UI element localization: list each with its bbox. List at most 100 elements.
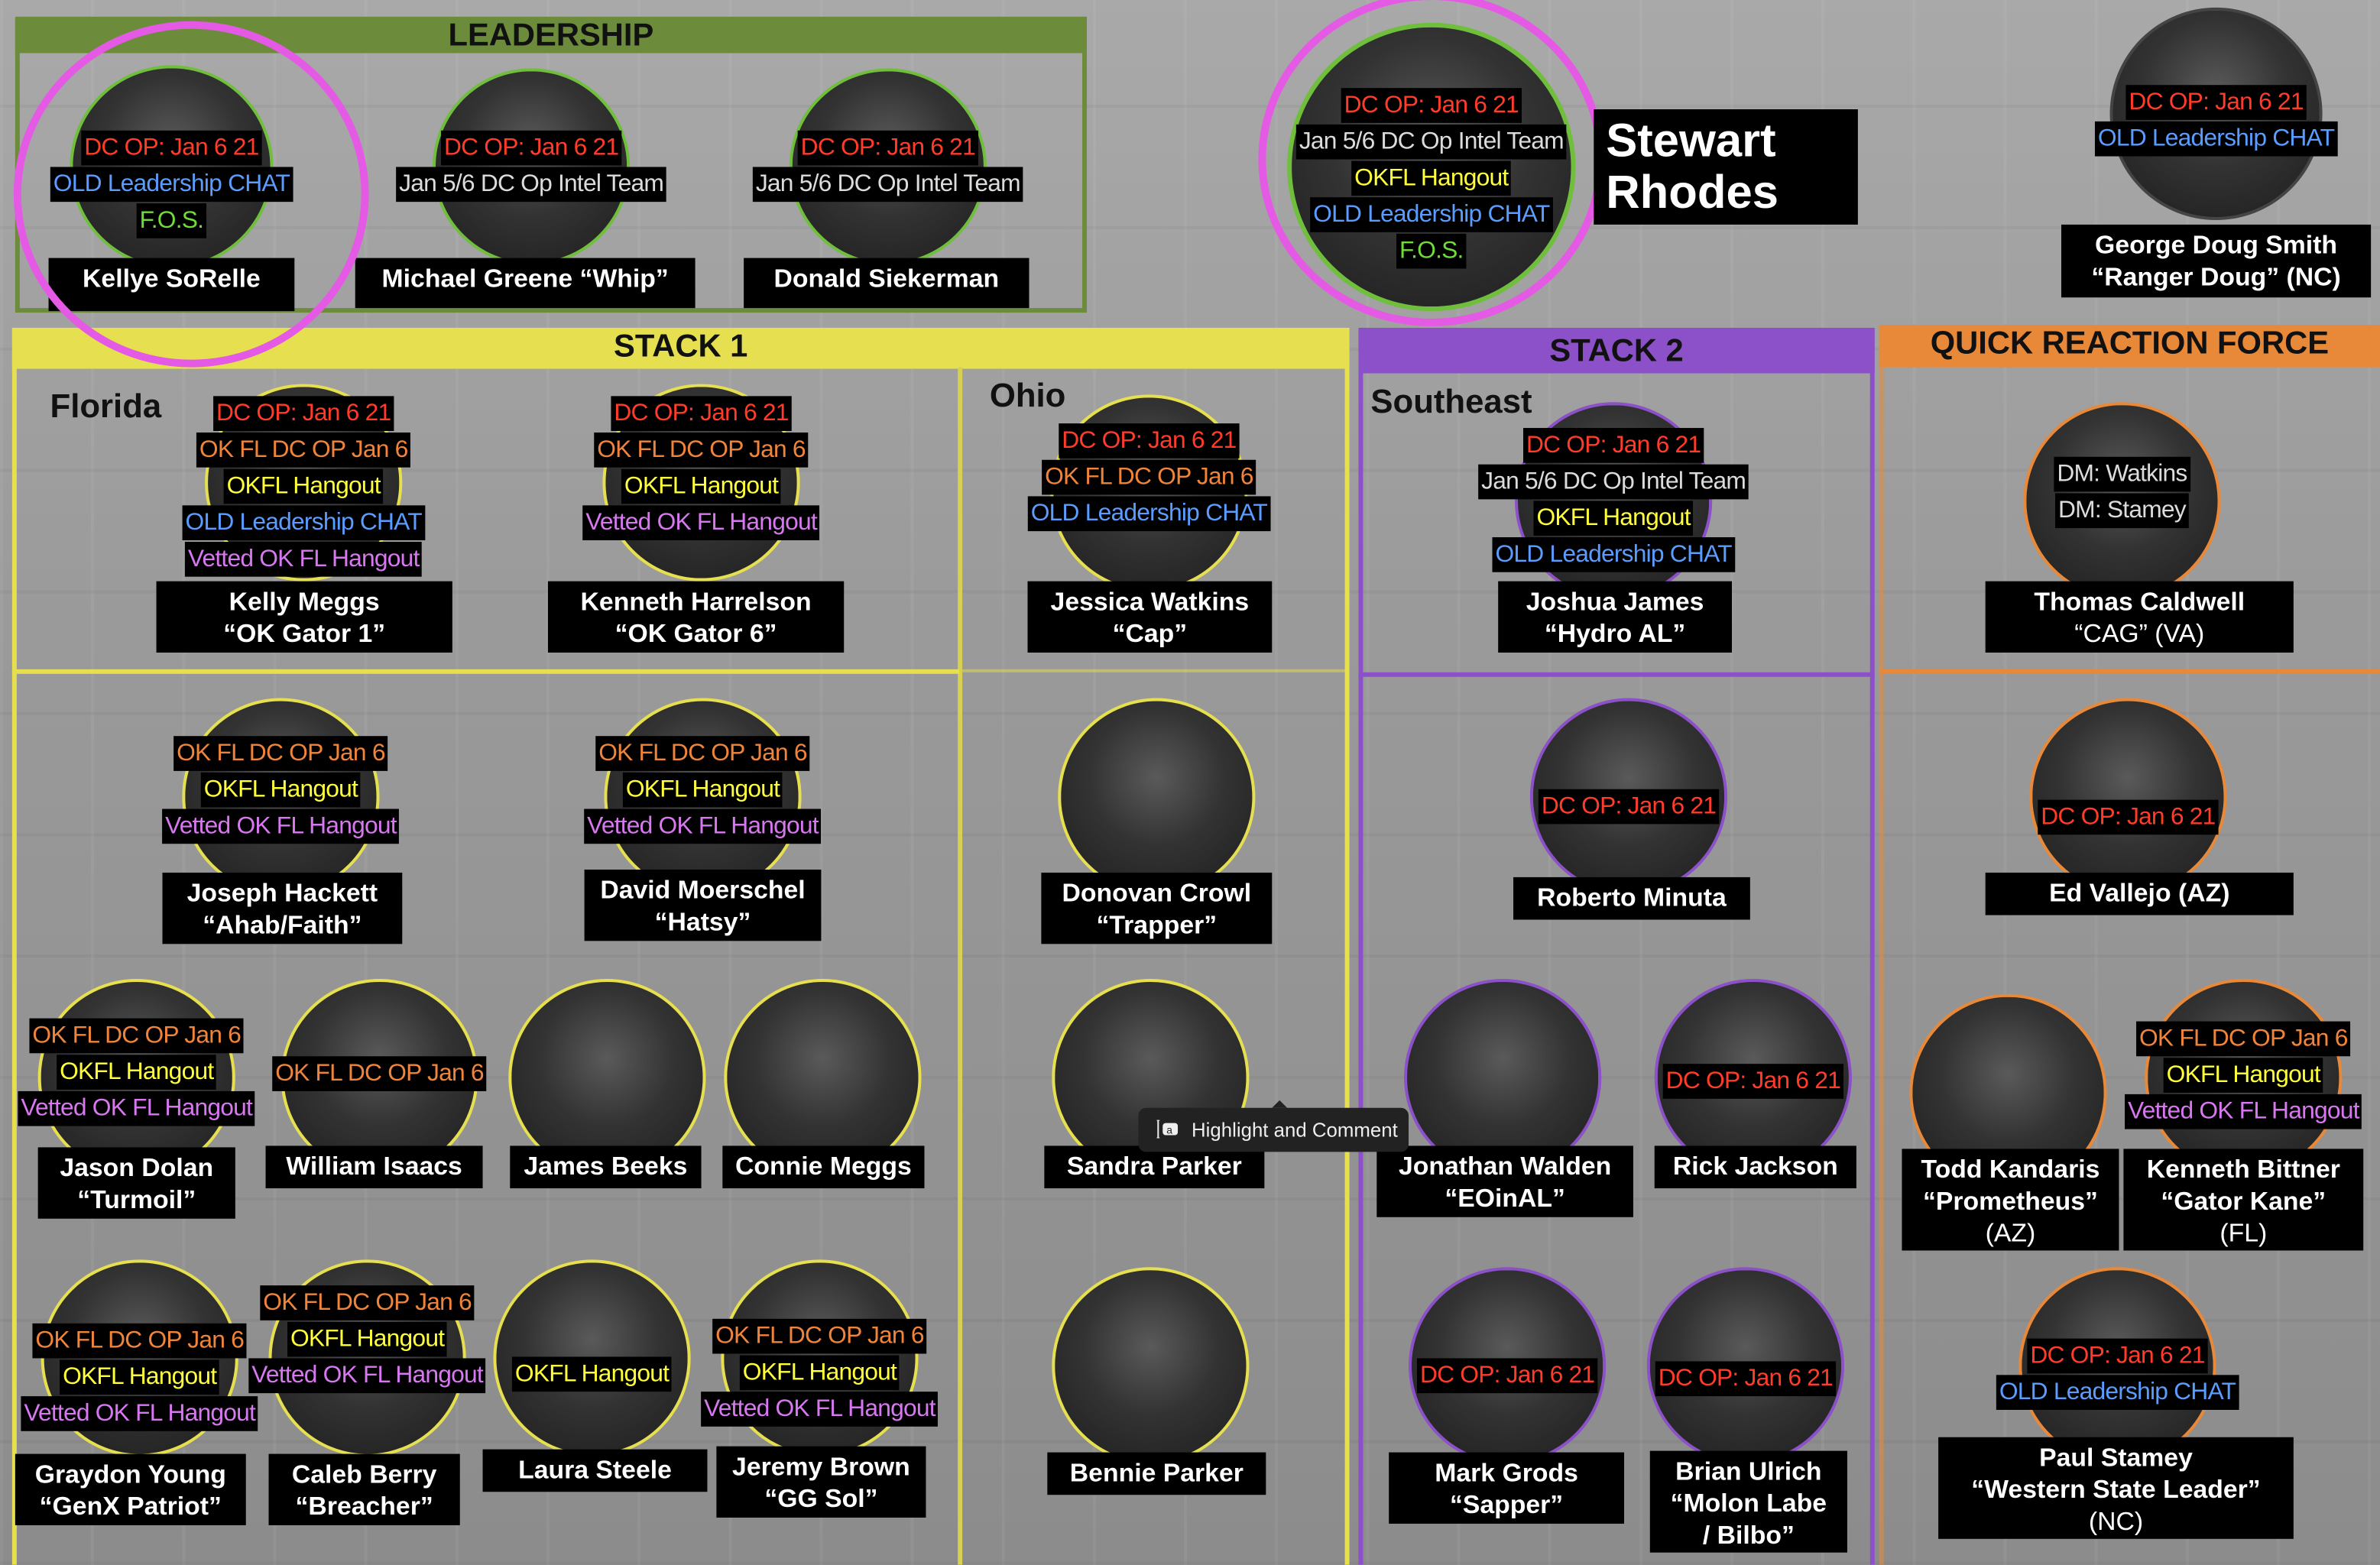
name-caleb-berry: Caleb Berry “Breacher” <box>268 1453 460 1525</box>
tooltip-label: Highlight and Comment <box>1192 1118 1398 1142</box>
name-donald-siekerman: Donald Siekerman <box>744 258 1029 309</box>
name-line: Joshua James <box>1526 587 1704 617</box>
name-line: Mark Grods <box>1435 1458 1578 1488</box>
name-line: “Cap” <box>1112 619 1188 649</box>
name-thomas-caldwell: Thomas Caldwell “CAG” (VA) <box>1985 581 2294 653</box>
stack2-header: STACK 2 <box>1358 327 1875 374</box>
membership-tag: OKFL Hangout <box>622 772 783 808</box>
membership-tag: OK FL DC OP Jan 6 <box>712 1318 927 1354</box>
name-jeremy-brown: Jeremy Brown “GG Sol” <box>716 1446 926 1518</box>
membership-tag: OKFL Hangout <box>223 468 384 504</box>
name-line: Donald Siekerman <box>773 264 1000 293</box>
region-ohio: Ohio <box>989 376 1066 415</box>
membership-tag: Vetted OK FL Hangout <box>18 1090 256 1126</box>
membership-tag: Vetted OK FL Hangout <box>248 1358 486 1394</box>
name-brian-ulrich: Brian Ulrich “Molon Labe / Bilbo” <box>1649 1450 1847 1553</box>
name-line: “GenX Patriot” <box>39 1492 222 1521</box>
region-florida: Florida <box>50 387 162 426</box>
membership-tag: OLD Leadership CHAT <box>2094 121 2338 157</box>
name-george-doug-smith: George Doug Smith “Ranger Doug” (NC) <box>2061 224 2372 298</box>
name-line: Sandra Parker <box>1066 1152 1242 1181</box>
name-paul-stamey: Paul Stamey “Western State Leader” (NC) <box>1938 1437 2294 1539</box>
highlight-and-comment-tooltip[interactable]: a Highlight and Comment <box>1138 1100 1409 1152</box>
name-line: David Moerschel <box>600 875 806 905</box>
name-line: Thomas Caldwell <box>2034 587 2245 617</box>
portrait-connie-meggs <box>724 978 922 1177</box>
name-michael-greene-whip: Michael Greene “Whip” <box>355 258 696 309</box>
membership-tag: Jan 5/6 DC Op Intel Team <box>1295 124 1567 160</box>
name-line: Rhodes <box>1606 165 1779 219</box>
region-southeast: Southeast <box>1370 382 1532 421</box>
membership-tag: DC OP: Jan 6 21 <box>2038 799 2219 835</box>
membership-tag: OK FL DC OP Jan 6 <box>594 433 809 468</box>
name-line: George Doug Smith <box>2095 230 2338 260</box>
membership-tag: F.O.S. <box>1396 233 1467 269</box>
name-line: “Hatsy” <box>654 907 751 937</box>
stack1-divider <box>958 367 963 1565</box>
name-line: Ed Vallejo (AZ) <box>2049 878 2230 908</box>
name-line: / Bilbo” <box>1702 1520 1795 1550</box>
name-line: “Ranger Doug” (NC) <box>2091 262 2341 292</box>
membership-tag: DC OP: Jan 6 21 <box>1059 423 1240 458</box>
membership-tag: OK FL DC OP Jan 6 <box>196 433 411 468</box>
membership-tag: DC OP: Jan 6 21 <box>440 130 622 166</box>
name-line: “OK Gator 1” <box>223 619 386 649</box>
name-bennie-parker: Bennie Parker <box>1047 1452 1266 1495</box>
name-sandra-parker: Sandra Parker <box>1044 1145 1265 1189</box>
membership-tag: OK FL DC OP Jan 6 <box>1042 459 1256 495</box>
portrait-james-beeks <box>508 978 706 1177</box>
membership-tag: DC OP: Jan 6 21 <box>1522 428 1704 463</box>
name-line: William Isaacs <box>286 1152 462 1181</box>
name-line: Paul Stamey <box>2039 1443 2193 1473</box>
name-line: Todd Kandaris <box>1921 1155 2100 1184</box>
stack2-divider <box>1358 672 1875 677</box>
membership-tag: OLD Leadership CHAT <box>1310 197 1553 232</box>
name-line: Kenneth Harrelson <box>580 587 812 617</box>
name-line: “Ahab/Faith” <box>203 910 362 940</box>
name-jessica-watkins: Jessica Watkins “Cap” <box>1027 581 1273 653</box>
name-line: Jason Dolan <box>60 1153 214 1183</box>
name-line: Caleb Berry <box>291 1460 437 1489</box>
name-graydon-young: Graydon Young “GenX Patriot” <box>15 1453 246 1525</box>
membership-tag: Vetted OK FL Hangout <box>701 1392 939 1427</box>
name-line: Jonathan Walden <box>1398 1152 1612 1181</box>
name-line: James Beeks <box>524 1152 688 1181</box>
portrait-bennie-parker <box>1052 1267 1250 1465</box>
name-todd-kandaris: Todd Kandaris “Prometheus” (AZ) <box>1902 1149 2119 1251</box>
name-line: (NC) <box>2088 1507 2144 1536</box>
name-ed-vallejo-az: Ed Vallejo (AZ) <box>1985 872 2294 915</box>
portrait-donovan-crowl <box>1058 698 1256 896</box>
membership-tag: Vetted OK FL Hangout <box>582 505 820 541</box>
name-line: Roberto Minuta <box>1537 883 1727 912</box>
membership-tag: OLD Leadership CHAT <box>1027 496 1271 532</box>
name-line: Brian Ulrich <box>1675 1456 1822 1486</box>
name-line: (FL) <box>2219 1218 2268 1248</box>
name-line: Laura Steele <box>518 1455 672 1485</box>
name-line: Michael Greene “Whip” <box>381 264 669 293</box>
name-stewart-rhodes: Stewart Rhodes <box>1594 109 1858 225</box>
membership-tag: Jan 5/6 DC Op Intel Team <box>1478 464 1749 500</box>
florida-divider <box>11 669 960 674</box>
membership-tag: OLD Leadership CHAT <box>182 505 425 541</box>
membership-tag: DC OP: Jan 6 21 <box>1662 1064 1843 1099</box>
name-line: Donovan Crowl <box>1062 878 1252 908</box>
name-line: (AZ) <box>1985 1218 2036 1248</box>
name-donovan-crowl: Donovan Crowl “Trapper” <box>1041 872 1273 945</box>
name-line: Jessica Watkins <box>1050 587 1250 617</box>
name-jason-dolan: Jason Dolan “Turmoil” <box>37 1147 235 1219</box>
membership-tag: DC OP: Jan 6 21 <box>2027 1338 2208 1374</box>
name-kelly-meggs: Kelly Meggs “OK Gator 1” <box>156 581 452 653</box>
membership-tag: OKFL Hangout <box>200 772 362 808</box>
name-line: Bennie Parker <box>1069 1458 1244 1488</box>
name-joshua-james: Joshua James “Hydro AL” <box>1498 581 1733 653</box>
portrait-jonathan-walden <box>1404 978 1602 1177</box>
membership-tag: Jan 5/6 DC Op Intel Team <box>752 167 1023 203</box>
name-line: “Western State Leader” <box>1971 1475 2261 1505</box>
membership-tag: DM: Watkins <box>2054 456 2190 492</box>
highlight-ring-sorelle <box>13 21 369 368</box>
membership-tag: OKFL Hangout <box>57 1055 217 1090</box>
name-kenneth-harrelson: Kenneth Harrelson “OK Gator 6” <box>547 581 845 653</box>
membership-tag: Vetted OK FL Hangout <box>184 542 423 577</box>
name-line: “GG Sol” <box>764 1484 878 1514</box>
name-jonathan-walden: Jonathan Walden “EOinAL” <box>1376 1145 1633 1217</box>
